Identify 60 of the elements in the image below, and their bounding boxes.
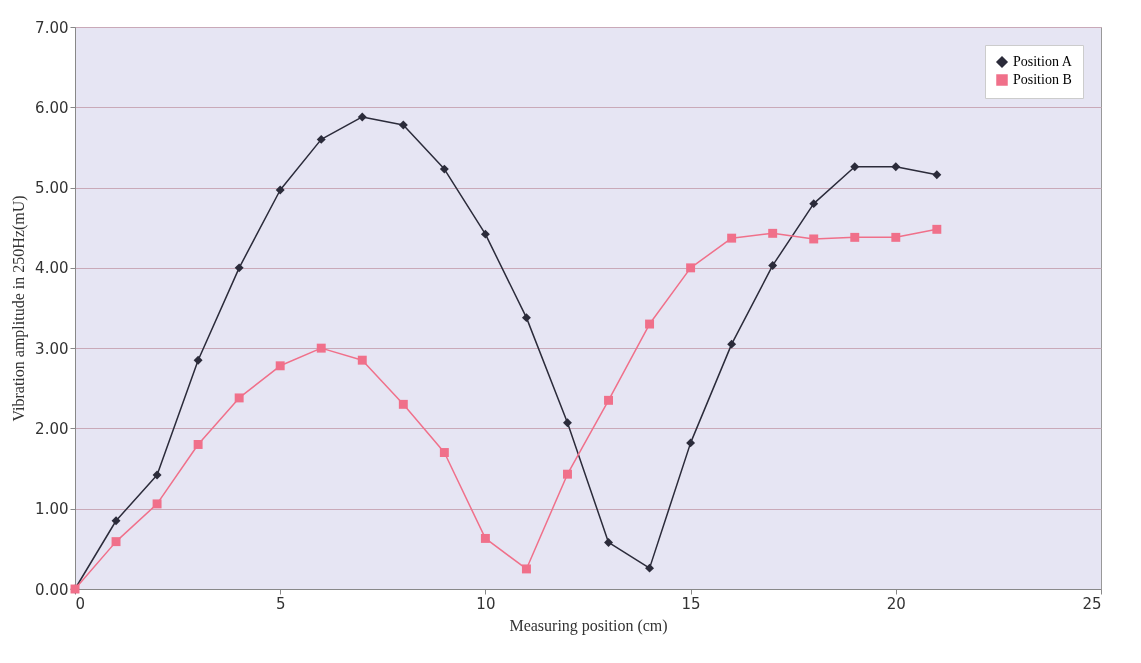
point <box>686 438 696 448</box>
x-tick-label: 20 <box>886 594 906 613</box>
point <box>645 563 655 573</box>
point <box>234 263 244 273</box>
y-tick-label: 5.00 <box>35 179 69 198</box>
y-tick-label: 7.00 <box>35 18 69 37</box>
point <box>850 232 860 242</box>
y-tick-label: 3.00 <box>35 339 69 358</box>
point <box>480 533 490 543</box>
point <box>275 361 285 371</box>
point <box>152 470 162 480</box>
point <box>316 134 326 144</box>
point <box>563 469 572 479</box>
point <box>316 343 326 353</box>
point <box>398 399 408 409</box>
y-tick-label: 4.00 <box>35 259 69 278</box>
point <box>768 260 778 270</box>
point <box>645 319 655 329</box>
point <box>604 537 613 547</box>
point <box>727 339 737 349</box>
point <box>357 112 367 122</box>
y-tick-label: 0.00 <box>35 580 69 599</box>
point <box>809 234 819 244</box>
point <box>891 162 901 172</box>
point <box>521 564 531 574</box>
point <box>768 228 778 238</box>
point <box>357 355 367 365</box>
point <box>932 170 942 180</box>
point <box>193 355 203 365</box>
legend-label: Position B <box>1013 72 1072 87</box>
point <box>686 263 696 273</box>
point <box>563 418 572 428</box>
point <box>398 120 408 130</box>
x-tick-label: 0 <box>75 594 86 613</box>
point <box>111 537 121 547</box>
x-tick-label: 10 <box>476 594 496 613</box>
point <box>111 516 121 526</box>
point <box>604 395 613 405</box>
point <box>234 393 244 403</box>
x-tick-label: 5 <box>275 594 286 613</box>
point <box>809 199 819 209</box>
y-tick-label: 2.00 <box>35 419 69 438</box>
point <box>439 164 449 174</box>
point <box>727 233 737 243</box>
y-tick-label: 1.00 <box>35 500 69 519</box>
point <box>891 232 901 242</box>
point <box>275 185 285 195</box>
point <box>152 499 162 509</box>
point <box>439 448 449 457</box>
legend-label: Position A <box>1013 54 1073 69</box>
point <box>521 313 531 323</box>
y-tick-label: 6.00 <box>35 98 69 117</box>
point <box>932 224 942 234</box>
point <box>480 229 490 239</box>
x-axis-title: Measuring position (cm) <box>509 616 668 635</box>
point <box>850 162 860 172</box>
point <box>193 440 203 449</box>
y-axis-title: Vibration amplitude in 250Hz(mU) <box>10 195 29 422</box>
x-tick-label: 25 <box>1082 594 1102 613</box>
x-tick-label: 15 <box>681 594 701 613</box>
